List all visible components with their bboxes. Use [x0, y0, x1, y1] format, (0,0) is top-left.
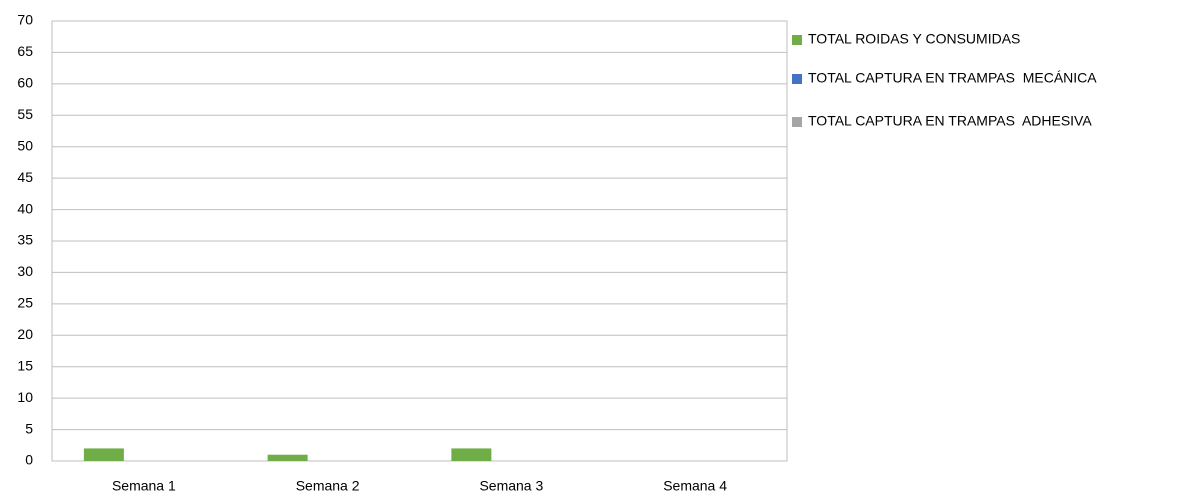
y-tick-label: 55: [17, 106, 33, 122]
x-tick-label: Semana 2: [296, 478, 360, 494]
y-tick-label: 15: [17, 357, 33, 373]
x-tick-label: Semana 4: [663, 478, 727, 494]
bar: [267, 454, 308, 461]
y-tick-label: 70: [17, 12, 33, 28]
y-tick-label: 50: [17, 137, 33, 153]
x-tick-label: Semana 3: [479, 478, 543, 494]
y-tick-label: 60: [17, 75, 33, 91]
y-tick-label: 40: [17, 200, 33, 216]
legend-swatch: [792, 117, 802, 127]
y-tick-label: 45: [17, 169, 33, 185]
bar: [83, 448, 124, 461]
y-tick-label: 10: [17, 389, 33, 405]
y-tick-label: 5: [25, 420, 33, 436]
y-tick-label: 20: [17, 326, 33, 342]
plot-border: [51, 20, 788, 462]
legend-label: TOTAL ROIDAS Y CONSUMIDAS: [808, 31, 1020, 47]
y-tick-label: 65: [17, 43, 33, 59]
legend-label: TOTAL CAPTURA EN TRAMPAS ADHESIVA: [808, 113, 1092, 129]
legend-label: TOTAL CAPTURA EN TRAMPAS MECÁNICA: [808, 70, 1097, 86]
y-tick-label: 0: [25, 452, 33, 468]
y-tick-label: 25: [17, 295, 33, 311]
legend-swatch: [792, 74, 802, 84]
y-tick-label: 30: [17, 263, 33, 279]
bar: [451, 448, 492, 461]
x-tick-label: Semana 1: [112, 478, 176, 494]
legend-swatch: [792, 35, 802, 45]
y-tick-label: 35: [17, 232, 33, 248]
